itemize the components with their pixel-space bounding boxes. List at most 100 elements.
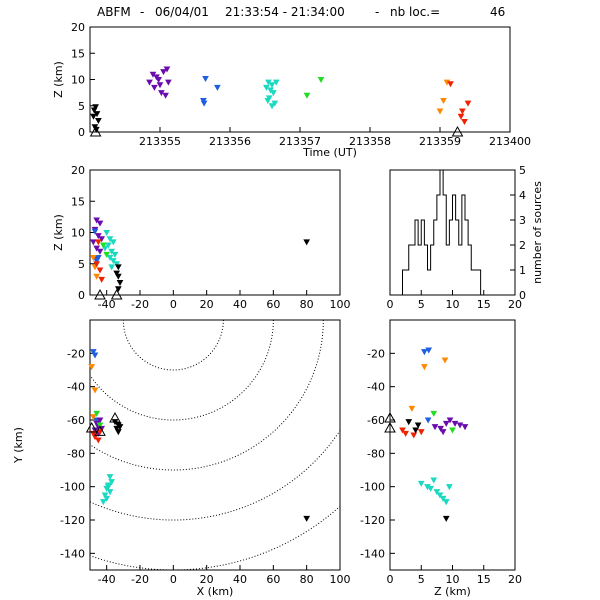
z-time-xlabel: Time (UT): [302, 146, 357, 159]
z-time-point: [272, 79, 280, 86]
y-z-frame: [389, 319, 516, 571]
y-x-station-marker: [109, 411, 121, 423]
z-x-xtick-label: 40: [233, 298, 247, 311]
z-x-point: [94, 233, 102, 240]
z-x-point: [103, 230, 111, 237]
y-x-ytick-label: -120: [60, 514, 85, 527]
z-x-point: [96, 267, 104, 274]
y-z-point: [425, 347, 433, 354]
y-x-point: [96, 422, 104, 429]
histogram-xtick-label: 10: [446, 298, 460, 311]
y-z-point: [451, 420, 459, 427]
z-time-station-marker: [89, 125, 102, 137]
z-time-xtick-label: 213357: [279, 135, 321, 148]
z-x-point: [89, 255, 97, 262]
y-z-point: [402, 430, 409, 437]
y-x-point: [113, 425, 121, 432]
y-x-point: [103, 495, 111, 502]
y-z-point: [431, 424, 439, 431]
z-time-point: [270, 90, 277, 97]
z-time-point: [317, 77, 325, 84]
chart-title-dash-1: -: [140, 5, 144, 19]
y-x-ylabel: Y (km): [12, 427, 25, 464]
z-time-point: [151, 84, 158, 91]
y-z-point: [456, 422, 464, 429]
y-z-point: [412, 427, 419, 434]
z-x-xtick-label: 60: [266, 298, 280, 311]
y-z-ytick-label: -60: [367, 414, 385, 427]
z-x-ylabel: Z (km): [52, 214, 65, 251]
z-x-point: [116, 280, 124, 287]
z-time-point: [162, 92, 169, 99]
histogram-ytick-label: 2: [519, 239, 526, 252]
y-z-point: [436, 492, 444, 499]
z-x-point: [114, 273, 122, 280]
z-x-point: [108, 248, 116, 255]
y-x-ytick-label: -40: [67, 381, 85, 394]
y-z-point: [446, 417, 454, 424]
y-x-point: [94, 437, 102, 444]
y-x-ytick-label: -60: [67, 414, 85, 427]
z-x-point: [94, 255, 102, 262]
z-time-point: [447, 81, 454, 88]
y-x-point: [116, 424, 124, 431]
y-z-point: [405, 419, 413, 426]
z-time-frame: [89, 26, 511, 133]
y-z-point: [433, 489, 441, 496]
y-z-point: [439, 429, 447, 436]
y-z-xtick-label: 5: [418, 573, 425, 586]
z-time-xtick-label: 213359: [419, 135, 461, 148]
y-x-point: [96, 417, 104, 424]
y-x-point: [114, 429, 122, 436]
z-x-frame: [89, 169, 341, 296]
histogram-xtick-label: 15: [477, 298, 491, 311]
y-z-point: [449, 427, 456, 434]
z-x-station-marker: [110, 288, 123, 300]
z-x-ytick-label: 15: [71, 195, 85, 208]
z-x-point: [303, 239, 311, 246]
z-x-ytick-label: 10: [71, 227, 85, 240]
z-time-point: [440, 98, 447, 105]
z-x-point: [113, 261, 121, 268]
z-x-point: [113, 270, 121, 277]
y-z-point: [408, 405, 416, 412]
y-z-point: [441, 357, 449, 364]
z-x-station-marker: [94, 288, 106, 300]
z-x-point: [103, 251, 111, 258]
histogram-ytick-label: 0: [519, 289, 526, 302]
y-z-point: [442, 515, 450, 522]
y-x-point: [106, 474, 114, 481]
y-x-point: [88, 364, 96, 371]
y-x-point: [89, 349, 97, 356]
y-z-xlabel: Z (km): [434, 585, 471, 598]
z-time-ytick-label: 10: [71, 74, 85, 87]
y-x-point: [91, 387, 99, 394]
y-x-ytick-label: -80: [67, 447, 85, 460]
y-z-ytick-label: -40: [367, 381, 385, 394]
y-x-xtick-label: 40: [233, 573, 247, 586]
y-x-xtick-label: 20: [200, 573, 214, 586]
y-z-xtick-label: 0: [387, 573, 394, 586]
z-x-point: [109, 239, 117, 246]
z-x-point: [109, 258, 117, 265]
y-z-xtick-label: 20: [508, 573, 522, 586]
z-x-point: [104, 242, 112, 249]
histogram-ytick-label: 1: [519, 264, 526, 277]
z-time-point: [146, 79, 153, 86]
z-x-xtick-label: 80: [300, 298, 314, 311]
z-time-station-marker: [451, 125, 464, 137]
y-z-point: [442, 420, 450, 427]
z-x-point: [111, 251, 119, 258]
y-z-point: [414, 422, 422, 429]
y-x-point: [89, 414, 97, 421]
y-z-ytick-label: -100: [360, 481, 385, 494]
y-x-xtick-label: 0: [170, 573, 177, 586]
chart-title-count-label: nb loc.=: [390, 5, 440, 19]
histogram-ylabel: number of sources: [531, 181, 544, 284]
z-x-point: [93, 273, 101, 280]
y-z-point: [461, 424, 469, 431]
z-time-ytick-label: 15: [71, 47, 85, 60]
z-x-xtick-label: 100: [330, 298, 351, 311]
z-x-xtick-label: -40: [98, 298, 116, 311]
